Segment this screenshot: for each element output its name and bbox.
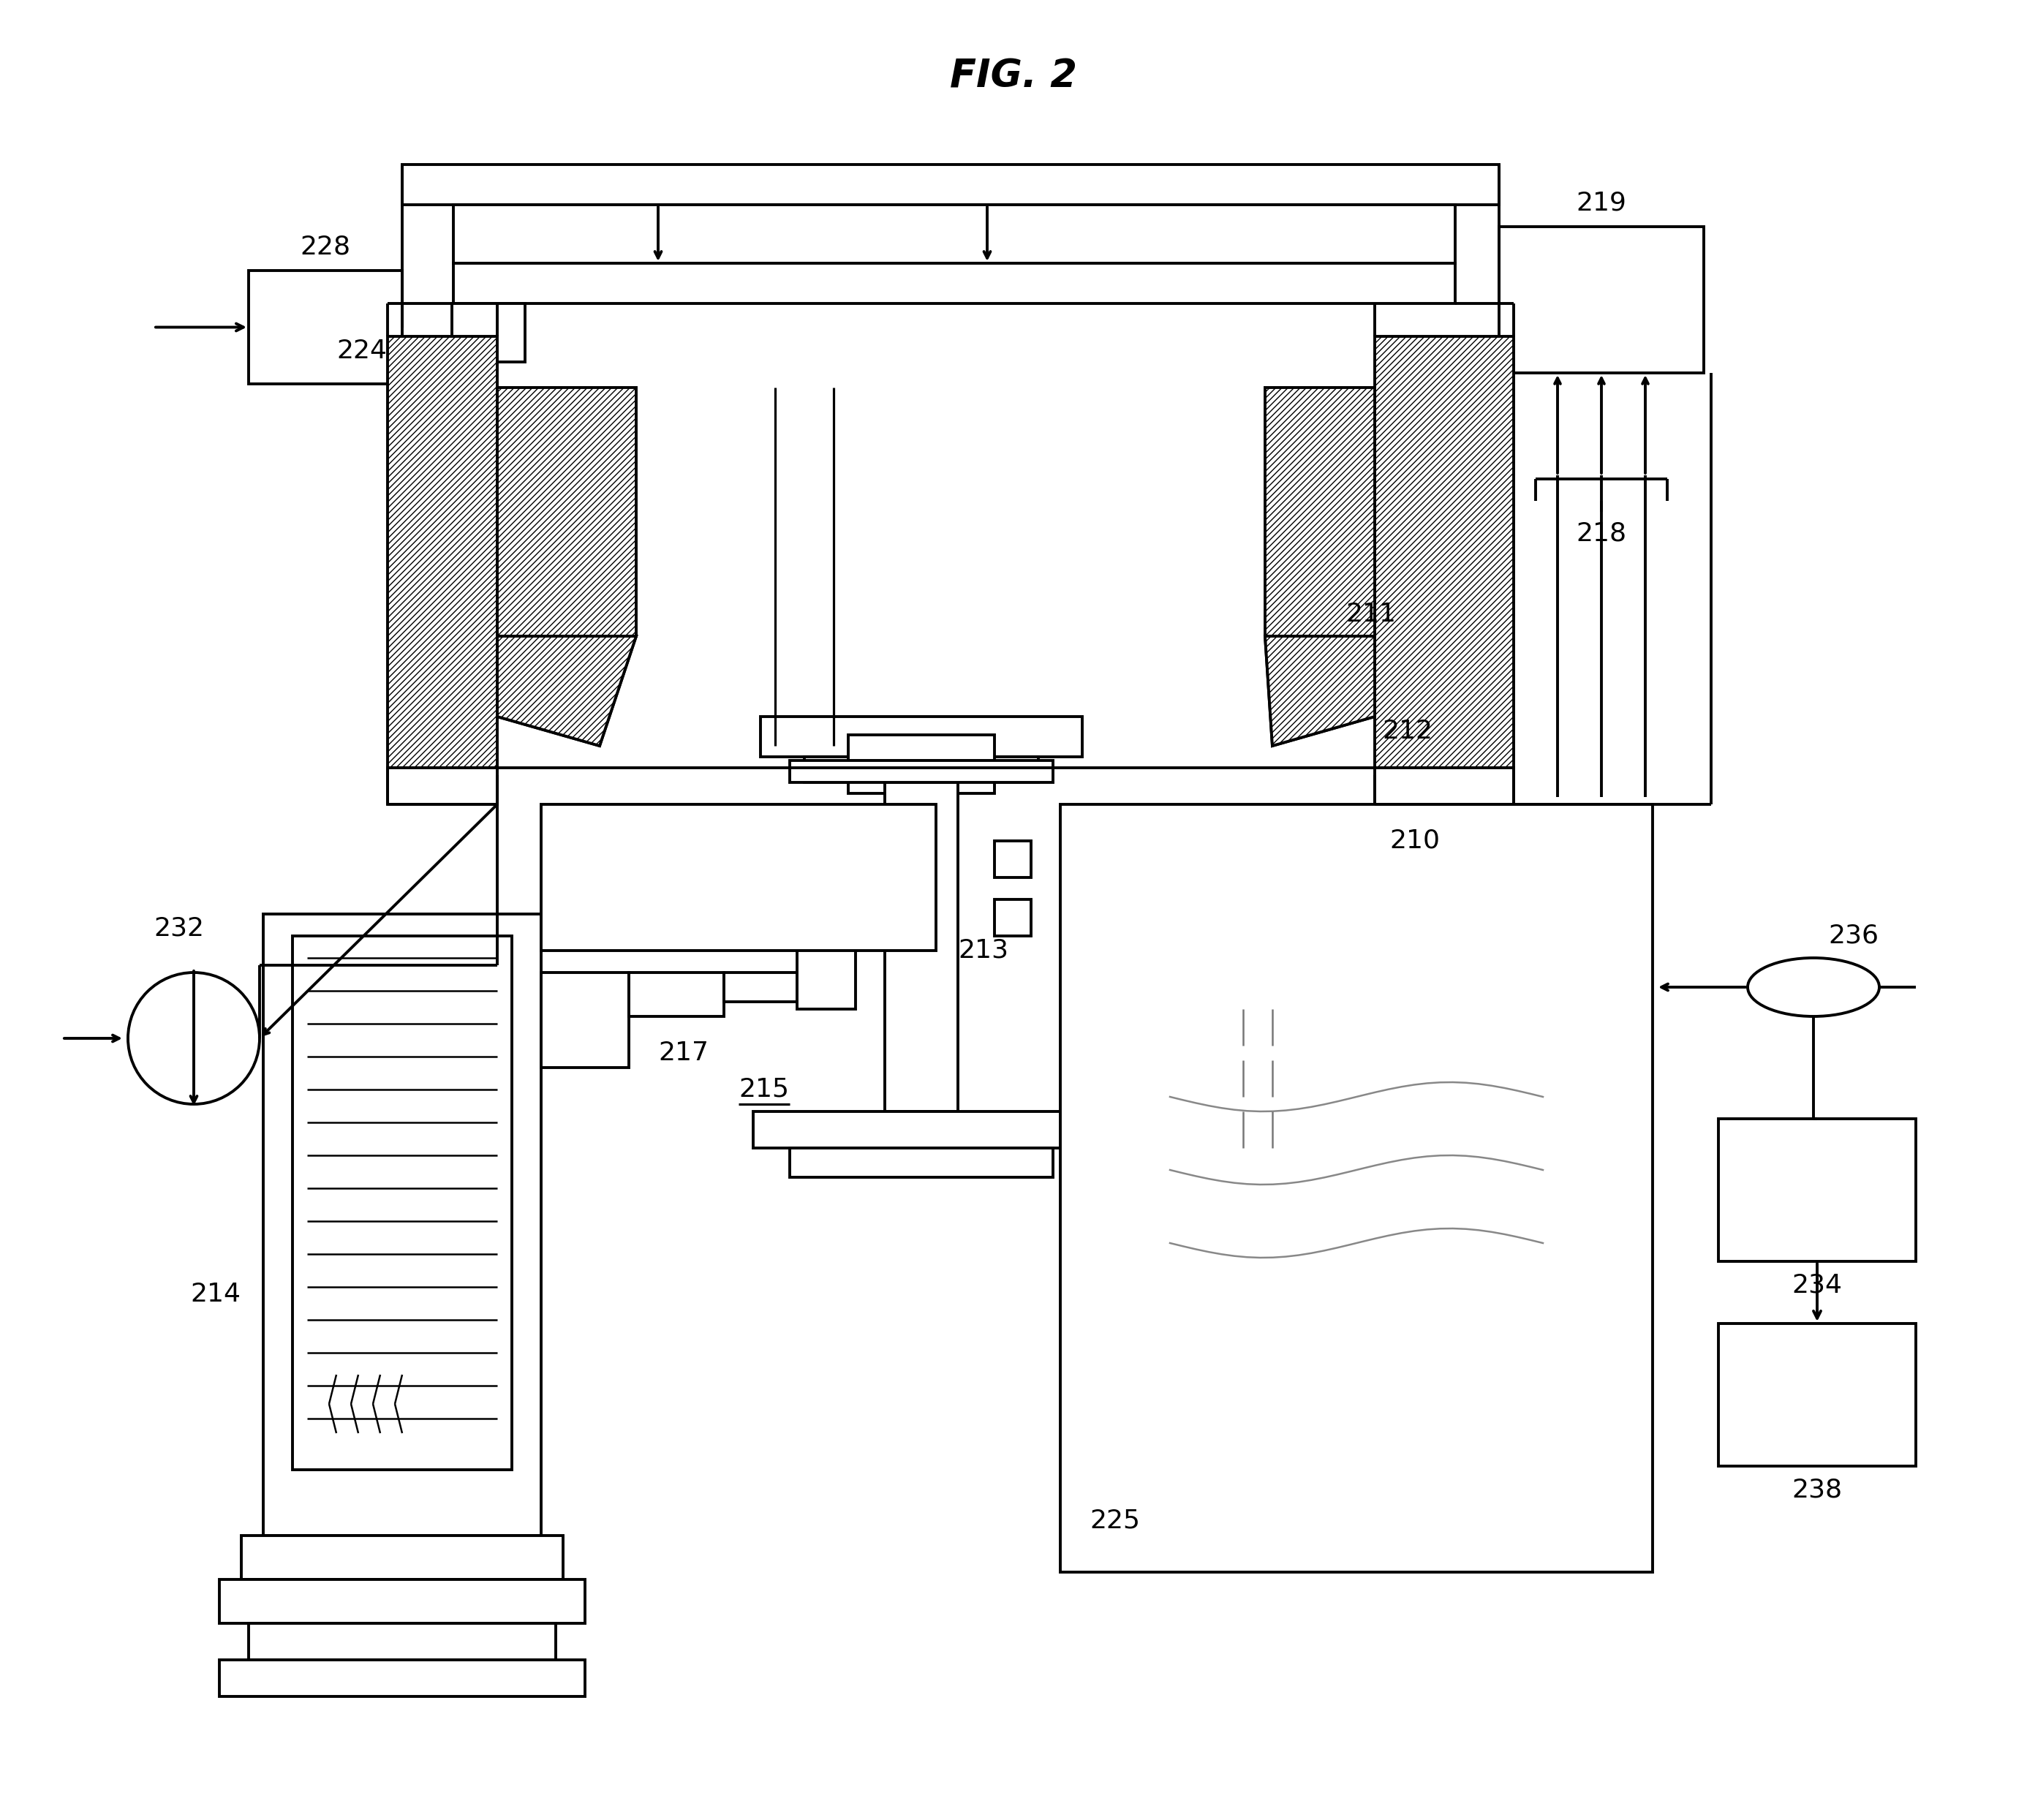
Bar (387, 768, 497, 804)
Bar (452, 304, 525, 362)
Ellipse shape (1747, 957, 1879, 1016)
Bar (454, 264, 1455, 304)
Bar (541, 804, 936, 950)
Bar (760, 717, 1082, 757)
Bar (628, 972, 724, 1016)
Bar (995, 841, 1032, 877)
Bar (249, 271, 401, 384)
Text: 211: 211 (1346, 602, 1397, 626)
Bar (1265, 388, 1374, 637)
Text: 238: 238 (1792, 1478, 1843, 1502)
Bar (797, 914, 855, 1008)
Bar (401, 164, 1500, 204)
Polygon shape (497, 637, 636, 746)
Text: 210: 210 (1388, 828, 1439, 854)
Bar (219, 1660, 586, 1696)
Text: 215: 215 (738, 1077, 789, 1101)
Bar (1719, 1119, 1916, 1261)
Bar (387, 337, 497, 768)
Bar (847, 735, 995, 794)
Bar (292, 935, 513, 1471)
Text: 228: 228 (300, 235, 351, 260)
Bar (791, 1148, 1052, 1178)
Bar (1719, 1323, 1916, 1467)
Bar (724, 972, 797, 1001)
Polygon shape (1265, 637, 1374, 746)
Bar (1374, 768, 1514, 804)
Text: FIG. 2: FIG. 2 (951, 58, 1076, 96)
Bar (1374, 337, 1514, 768)
Bar (454, 204, 1455, 264)
Bar (249, 1623, 555, 1660)
Bar (497, 388, 636, 637)
Bar (1060, 804, 1652, 1572)
Text: 219: 219 (1577, 191, 1626, 217)
Bar (264, 914, 541, 1536)
Text: 212: 212 (1382, 719, 1433, 744)
Text: 214: 214 (191, 1281, 241, 1307)
Polygon shape (497, 637, 636, 746)
Text: 218: 218 (1577, 521, 1628, 546)
Text: 225: 225 (1091, 1509, 1139, 1534)
Bar (219, 1580, 586, 1623)
Bar (791, 761, 1052, 783)
Bar (241, 1536, 564, 1580)
Text: 213: 213 (959, 937, 1007, 963)
Text: 224: 224 (336, 339, 387, 364)
Bar (805, 757, 1038, 783)
Text: 232: 232 (154, 915, 205, 941)
Bar (754, 1112, 1091, 1148)
Bar (541, 972, 628, 1068)
Bar (886, 783, 959, 1112)
Polygon shape (1265, 637, 1374, 746)
Text: 236: 236 (1828, 923, 1879, 948)
Bar (1500, 228, 1705, 373)
Bar (995, 899, 1032, 935)
Text: 217: 217 (659, 1041, 709, 1065)
Text: 234: 234 (1792, 1272, 1843, 1298)
